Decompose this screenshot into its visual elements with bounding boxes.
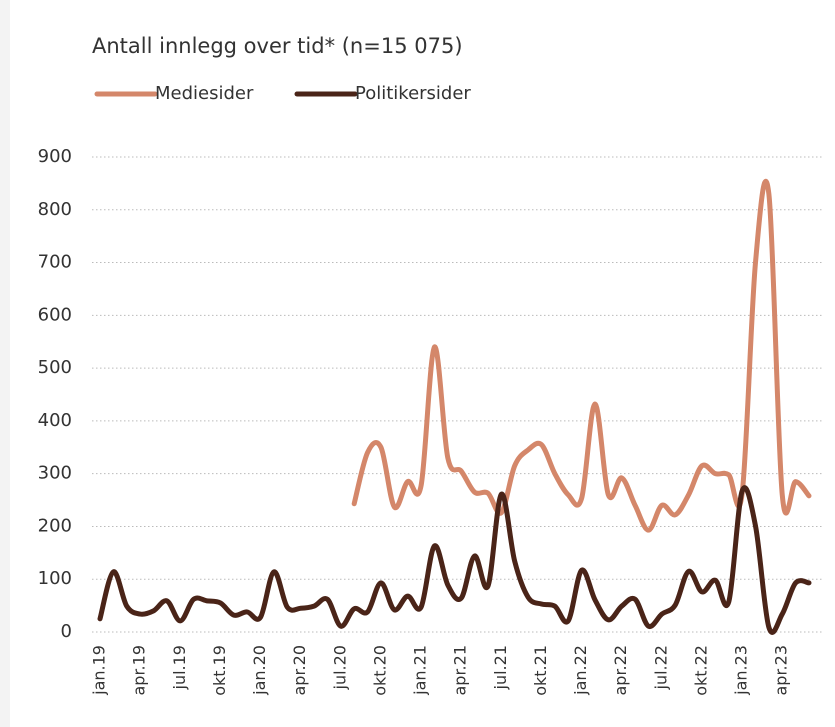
y-tick-label: 0 — [61, 621, 72, 642]
x-tick-label: okt.19 — [210, 645, 229, 696]
x-tick-label: apr.23 — [772, 645, 791, 696]
y-tick-label: 300 — [38, 463, 72, 484]
legend-label: Mediesider — [155, 83, 254, 104]
chart-title: Antall innlegg over tid* (n=15 075) — [92, 34, 463, 58]
x-tick-label: jul.22 — [651, 645, 670, 690]
x-tick-label: jan.21 — [411, 645, 430, 696]
x-tick-label: jul.20 — [330, 645, 349, 690]
y-tick-label: 500 — [38, 357, 72, 378]
y-tick-label: 100 — [38, 568, 72, 589]
series-line — [351, 178, 812, 533]
series-line — [97, 485, 812, 635]
y-tick-label: 700 — [38, 252, 72, 273]
y-tick-label: 400 — [38, 410, 72, 431]
y-tick-label: 600 — [38, 304, 72, 325]
x-tick-label: apr.22 — [611, 645, 630, 696]
x-tick-label: apr.20 — [290, 645, 309, 696]
x-tick-label: jul.21 — [491, 645, 510, 690]
legend-label: Politikersider — [355, 83, 471, 104]
y-tick-label: 200 — [38, 515, 72, 536]
x-tick-label: okt.21 — [531, 645, 550, 696]
y-tick-label: 800 — [38, 199, 72, 220]
x-tick-label: okt.20 — [370, 645, 389, 696]
x-tick-label: jan.22 — [571, 645, 590, 696]
x-tick-label: jul.19 — [170, 645, 189, 690]
x-tick-label: okt.22 — [691, 645, 710, 696]
x-tick-label: jan.23 — [732, 645, 751, 696]
x-tick-label: jan.19 — [90, 645, 109, 696]
chart-background — [10, 0, 835, 727]
y-tick-label: 900 — [38, 146, 72, 167]
x-tick-label: jan.20 — [250, 645, 269, 696]
x-tick-label: apr.19 — [130, 645, 149, 696]
x-tick-label: apr.21 — [451, 645, 470, 696]
